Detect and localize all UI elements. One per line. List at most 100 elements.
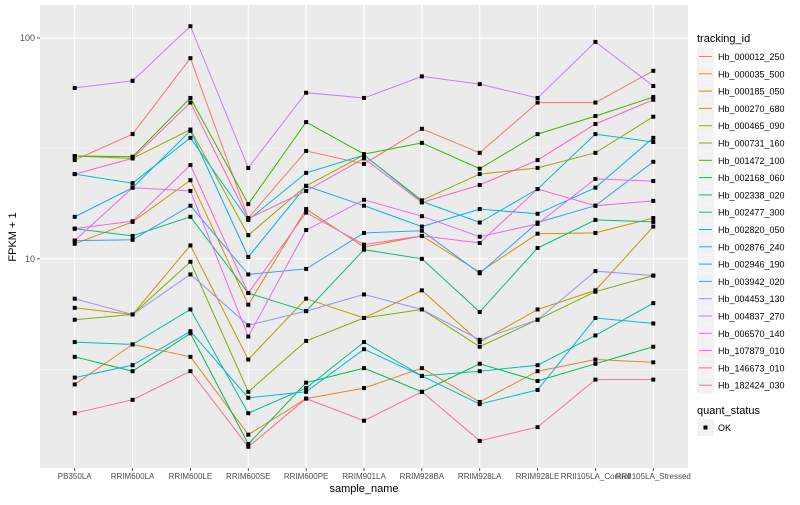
legend-label: Hb_000465_090 [718,121,785,131]
data-point-Hb_000012_250 [304,148,309,153]
data-point-Hb_107879_010 [362,242,366,247]
legend-label: Hb_002946_190 [718,260,785,270]
legend-item: Hb_000035_500 [697,65,785,83]
data-point-Hb_000012_250 [130,132,135,137]
data-point-Hb_182424_030 [188,369,193,374]
data-point-Hb_000012_250 [477,150,482,155]
y-tick-label: 100 [20,33,35,43]
data-point-Hb_002876_240 [246,395,251,400]
data-point-Hb_107879_010 [246,291,251,296]
data-point-Hb_182424_030 [535,425,540,430]
data-point-Hb_107879_010 [304,210,309,215]
data-point-Hb_146673_010 [304,188,309,193]
data-point-Hb_002876_240 [362,347,366,352]
data-point-Hb_000012_250 [72,158,77,163]
data-point-Hb_002946_190 [593,185,598,190]
data-point-Hb_146673_010 [477,182,482,187]
data-point-Hb_000731_160 [304,338,309,343]
legend-label: Hb_002477_300 [718,208,785,218]
data-point-Hb_000035_500 [419,366,424,371]
data-point-Hb_000731_160 [246,389,251,394]
legend-item: Hb_000185_050 [697,82,785,100]
x-tick-label: PB350LA [58,472,92,481]
data-point-Hb_004837_270 [304,90,309,95]
data-point-Hb_182424_030 [72,411,77,416]
data-point-Hb_001472_100 [477,166,482,171]
data-point-Hb_146673_010 [535,158,540,163]
data-point-Hb_107879_010 [477,240,482,245]
x-tick-label: RRIM928LE [516,472,560,481]
data-point-Hb_000012_250 [593,100,598,105]
data-point-Hb_002168_060 [535,378,540,383]
data-point-Hb_000731_160 [362,315,366,320]
data-point-Hb_000035_500 [246,432,251,437]
data-point-Hb_002338_020 [188,214,193,219]
data-point-Hb_182424_030 [130,397,135,402]
data-point-Hb_002168_060 [72,354,77,359]
data-point-Hb_002477_300 [477,369,482,374]
data-point-Hb_000035_500 [362,386,366,391]
data-point-Hb_000465_090 [477,172,482,177]
x-tick-label: RRIM600LA [111,472,155,481]
data-point-Hb_000185_050 [246,302,251,307]
legend-label: Hb_003942_020 [718,277,785,287]
data-point-Hb_182424_030 [651,377,656,382]
data-point-Hb_002946_190 [246,254,251,259]
data-point-Hb_146673_010 [72,172,77,177]
legend-label: Hb_146673_010 [718,363,785,373]
x-tick-label: RRIM928BA [400,472,445,481]
legend-label: Hb_182424_030 [718,381,785,391]
data-point-Hb_002820_050 [362,153,366,158]
legend-label: Hb_000270_680 [718,104,785,114]
data-point-Hb_006570_140 [304,228,309,233]
data-point-Hb_146673_010 [419,200,424,205]
data-point-Hb_002168_060 [593,361,598,366]
data-point-Hb_002338_020 [362,247,366,252]
data-point-Hb_006570_140 [188,188,193,193]
legend-item: Hb_004453_130 [697,290,785,308]
data-point-Hb_002820_050 [593,132,598,137]
y-tick-label: 10 [25,254,35,264]
data-point-Hb_182424_030 [477,438,482,443]
data-point-Hb_000270_680 [651,224,656,229]
data-point-Hb_002946_190 [535,211,540,216]
data-point-Hb_002820_050 [651,140,656,145]
data-point-Hb_146673_010 [593,121,598,126]
x-axis: PB350LA RRIM600LA RRIM600LE RRIM600SE RRIM60… [58,468,691,481]
data-point-Hb_182424_030 [362,418,366,423]
data-point-Hb_000465_090 [246,233,251,238]
data-point-Hb_000012_250 [362,161,366,166]
legend: tracking_id Hb_000012_250 Hb_000035_500 Hb… [697,33,785,436]
data-point-Hb_107879_010 [535,187,540,192]
data-point-Hb_002338_020 [535,245,540,250]
data-point-Hb_002168_060 [246,442,251,447]
x-tick-label: RRII105LA_Stressed [616,472,691,481]
legend-label: Hb_000731_160 [718,139,785,149]
data-point-Hb_000465_090 [593,150,598,155]
data-point-Hb_006570_140 [72,238,77,243]
data-point-Hb_003942_020 [130,237,135,242]
data-point-Hb_000035_500 [651,360,656,365]
data-point-Hb_002946_190 [477,207,482,212]
data-point-Hb_000012_250 [535,100,540,105]
legend-title: tracking_id [697,33,750,45]
data-point-Hb_003942_020 [651,159,656,164]
data-point-Hb_002946_190 [72,214,77,219]
data-point-Hb_004453_130 [130,312,135,317]
data-point-Hb_002876_240 [72,375,77,380]
data-point-Hb_000012_250 [188,56,193,61]
legend-item: Hb_006570_140 [697,324,785,342]
data-point-Hb_000731_160 [477,344,482,349]
data-point-Hb_004453_130 [651,273,656,278]
legend-item: Hb_002477_300 [697,203,785,221]
legend-label: Hb_107879_010 [718,346,785,356]
legend-item: Hb_000465_090 [697,117,785,135]
data-point-Hb_107879_010 [593,203,598,208]
data-point-Hb_002820_050 [130,181,135,186]
data-point-Hb_004453_130 [304,309,309,314]
series-points [72,24,656,449]
data-point-Hb_000035_500 [477,399,482,404]
legend-label: Hb_000035_500 [718,69,785,79]
legend-label: Hb_002820_050 [718,225,785,235]
data-point-Hb_002477_300 [535,363,540,368]
